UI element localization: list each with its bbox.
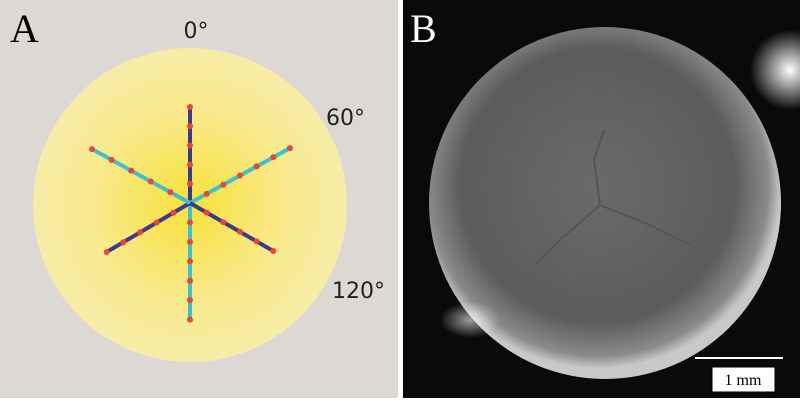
angle-label: 120° bbox=[332, 279, 385, 304]
panel-label: A bbox=[10, 6, 39, 51]
sample-point bbox=[187, 238, 193, 245]
sample-point bbox=[187, 161, 193, 168]
sample-point bbox=[187, 277, 193, 284]
sample-point bbox=[220, 181, 227, 188]
sample-point bbox=[170, 209, 177, 216]
sample-point bbox=[286, 145, 293, 152]
sample-point bbox=[147, 178, 154, 185]
sample-point bbox=[253, 163, 260, 170]
glare bbox=[440, 302, 500, 338]
sample-point bbox=[203, 209, 210, 216]
panel-b: 1 mm B bbox=[403, 0, 800, 398]
angle-label: 60° bbox=[326, 106, 365, 131]
sample-point bbox=[128, 167, 135, 174]
glare bbox=[750, 30, 800, 110]
sample-point bbox=[187, 219, 193, 226]
sample-point bbox=[236, 172, 243, 179]
sample-point bbox=[187, 142, 193, 149]
sample-point bbox=[187, 316, 193, 323]
sample-point bbox=[153, 219, 160, 226]
sample-point bbox=[220, 219, 227, 226]
sample-point bbox=[270, 248, 277, 255]
scale-box bbox=[711, 366, 776, 393]
sample-point bbox=[187, 297, 193, 304]
lens-image bbox=[429, 27, 781, 379]
scale-label: 1 mm bbox=[725, 372, 762, 389]
sample-point bbox=[108, 156, 115, 163]
sample-point bbox=[270, 154, 277, 161]
sample-point bbox=[187, 123, 193, 130]
sample-point bbox=[167, 189, 174, 196]
sample-point bbox=[137, 229, 144, 236]
sample-point bbox=[89, 146, 95, 153]
sample-point bbox=[236, 228, 243, 235]
suture bbox=[534, 129, 691, 266]
sample-point bbox=[187, 258, 193, 265]
sample-point bbox=[103, 249, 110, 255]
panel-a: A 0° 60° 120° bbox=[0, 0, 398, 398]
spoke bbox=[89, 146, 191, 205]
sample-point bbox=[203, 190, 210, 197]
angle-label: 0° bbox=[184, 19, 209, 44]
sample-point bbox=[120, 239, 127, 246]
sample-point bbox=[187, 103, 193, 110]
sample-point bbox=[187, 180, 193, 187]
spokes bbox=[89, 103, 293, 323]
sample-point bbox=[253, 238, 260, 245]
panel-label: B bbox=[410, 6, 437, 51]
